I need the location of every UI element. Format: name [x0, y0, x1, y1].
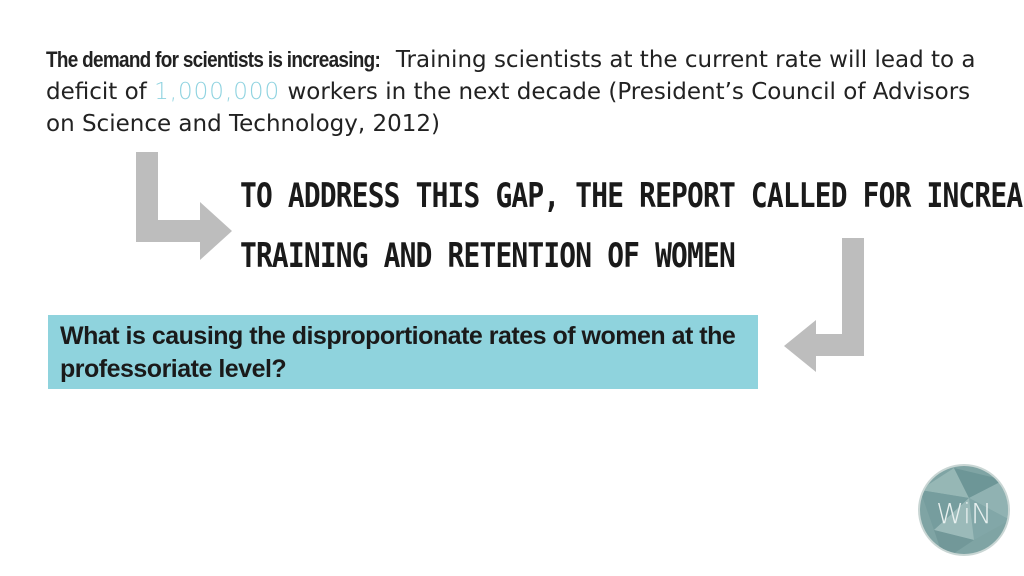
intro-paragraph: The demand for scientists is increasing:… — [46, 44, 986, 140]
deficit-stat: 1,000,000 — [154, 79, 281, 105]
intro-text-1: Training scientists at the current rate … — [46, 47, 976, 105]
question-text: What is causing the disproportionate rat… — [60, 322, 736, 383]
intro-lead: The demand for scientists is increasing: — [46, 47, 381, 72]
logo-text: WiN — [936, 497, 992, 530]
gap-line-2: training and retention of women — [240, 236, 736, 276]
turn-right-arrow-icon — [136, 152, 232, 260]
win-logo-icon: WiN — [918, 464, 1010, 556]
intro-text-2: workers in the next decade (President’s … — [46, 79, 971, 137]
gap-statement: To address this gap, the report called f… — [240, 166, 1024, 286]
question-box: What is causing the disproportionate rat… — [48, 315, 758, 389]
gap-line-1: To address this gap, the report called f… — [240, 176, 1024, 216]
turn-left-arrow-icon — [784, 238, 864, 372]
